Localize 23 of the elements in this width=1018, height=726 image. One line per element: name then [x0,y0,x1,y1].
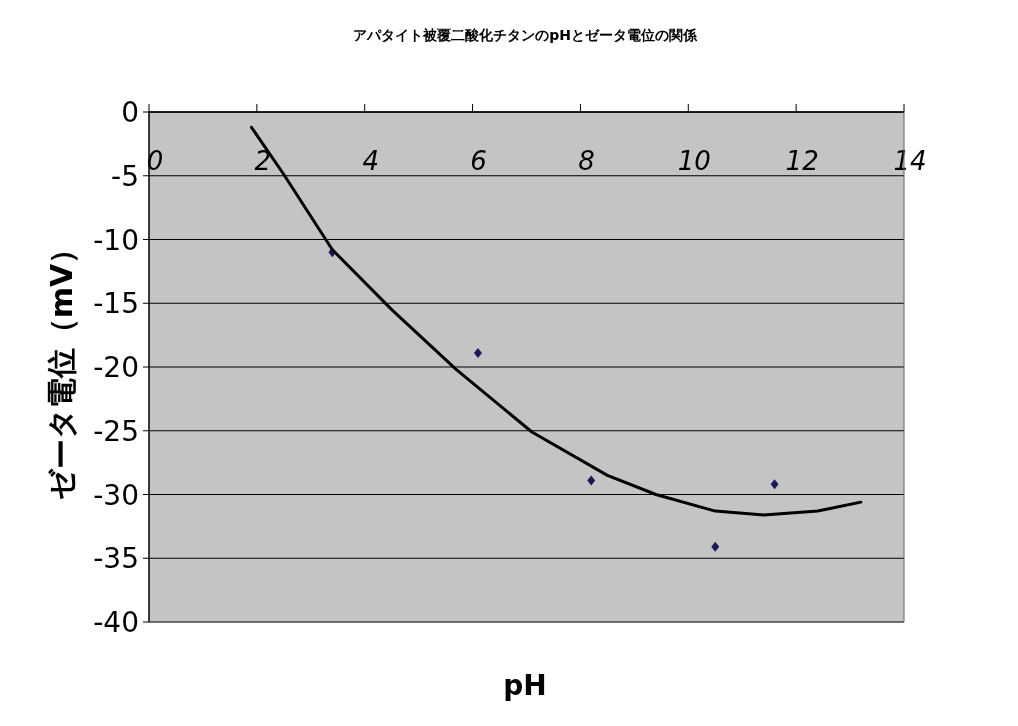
y-tick-label: -40 [93,606,139,639]
x-tick-label: 12 [785,146,819,176]
y-axis-title: ゼータ電位（mV） [44,233,79,501]
y-tick-label: -20 [93,351,139,384]
point [587,475,596,486]
x-tick-label: 4 [362,146,379,176]
y-tick-label: -10 [93,223,139,257]
y-tick-label: -35 [93,542,139,576]
x-tick-label: 6 [470,146,487,176]
x-tick-label: 14 [893,146,927,176]
y-tick-label: -30 [93,478,139,512]
x-tick-label: 10 [677,146,711,176]
y-tick-label: 0 [121,96,139,129]
y-tick-label: -15 [93,287,139,321]
chart-title: アパタイト被覆二酸化チタンのpHとゼータ電位の関係 [353,27,698,43]
x-tick-label: 2 [254,146,272,176]
point [473,347,482,358]
x-tick-label: 8 [578,146,595,176]
point [770,479,779,490]
y-tick-label: -5 [111,159,139,193]
point [711,541,720,552]
y-tick-label: -25 [93,414,139,448]
x-axis-title: pH [503,669,547,702]
